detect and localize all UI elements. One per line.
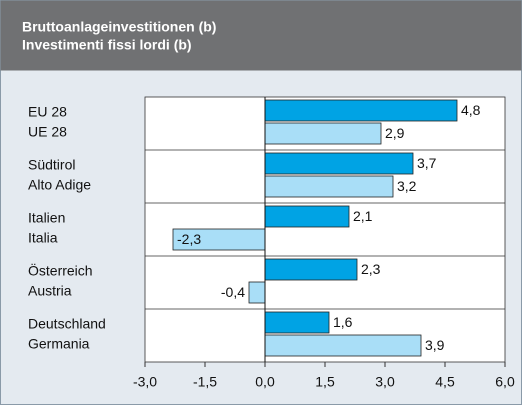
- value-label: 3,9: [425, 337, 445, 353]
- value-label: 3,7: [417, 155, 437, 171]
- bar: [264, 311, 330, 334]
- bar: [264, 205, 350, 228]
- bar: [264, 175, 394, 198]
- value-label: 3,2: [397, 178, 417, 194]
- bar: [248, 281, 266, 304]
- x-tick-label: -3,0: [133, 374, 157, 390]
- value-label: 2,9: [385, 125, 405, 141]
- value-label: 4,8: [461, 102, 481, 118]
- category-label: Italien: [28, 210, 65, 226]
- category-label: UE 28: [28, 124, 67, 140]
- x-tick-label: 1,5: [315, 374, 335, 390]
- bar: [264, 258, 358, 281]
- category-label: EU 28: [28, 104, 67, 120]
- header: [0, 0, 522, 71]
- x-tick-label: 4,5: [435, 374, 455, 390]
- bar: [264, 334, 422, 357]
- category-label: Südtirol: [28, 157, 75, 173]
- value-label: 2,1: [353, 208, 373, 224]
- value-label: 2,3: [361, 261, 381, 277]
- category-label: Deutschland: [28, 316, 106, 332]
- category-label: Italia: [28, 230, 58, 246]
- bar: [264, 152, 414, 175]
- value-label: -0,4: [221, 284, 245, 300]
- x-tick-label: 3,0: [375, 374, 395, 390]
- bar: [264, 122, 382, 145]
- bar: [264, 99, 458, 122]
- category-label: Österreich: [28, 262, 93, 279]
- chart-subtitle: Investimenti fissi lordi (b): [22, 37, 192, 53]
- category-label: Alto Adige: [28, 177, 91, 193]
- x-tick-label: -1,5: [193, 374, 217, 390]
- category-label: Germania: [28, 336, 90, 352]
- chart-title: Bruttoanlageinvestitionen (b): [22, 19, 216, 35]
- x-tick-label: 6,0: [495, 374, 515, 390]
- category-label: Austria: [28, 283, 72, 299]
- value-label: -2,3: [177, 231, 201, 247]
- x-tick-label: 0,0: [255, 374, 275, 390]
- value-label: 1,6: [333, 314, 353, 330]
